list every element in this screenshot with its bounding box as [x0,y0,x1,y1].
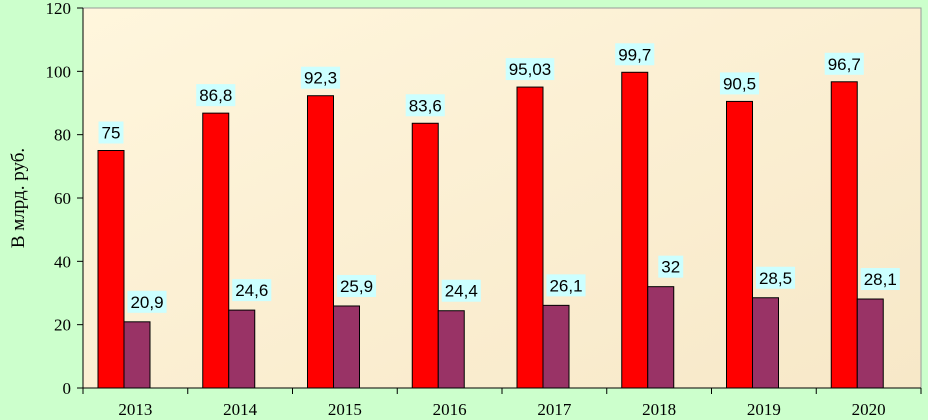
y-tick-label: 120 [46,0,72,18]
data-label-background [127,290,167,313]
data-label-series-2: 24,4 [441,279,481,302]
data-label-background [824,52,864,75]
bar-series-1 [830,81,858,389]
data-label-text: 24,6 [235,281,268,300]
bar-series-2 [856,298,884,389]
data-label-text: 20,9 [130,293,163,312]
data-label-series-1: 95,03 [505,58,555,81]
bar-series-1 [726,100,753,389]
data-label-series-2: 24,6 [232,279,272,302]
data-label-background [300,66,341,89]
data-label-series-1: 96,7 [824,52,864,75]
data-label-background [505,58,555,81]
data-label-text: 75 [102,124,121,143]
bar-series-2 [333,305,360,389]
x-tick-label: 2015 [328,400,362,419]
data-label-text: 92,3 [304,69,337,88]
data-label-background [196,84,236,107]
data-label-series-1: 90,5 [719,72,760,95]
data-label-text: 28,5 [759,269,792,288]
data-label-series-1: 86,8 [196,84,236,107]
y-tick-label: 40 [54,252,71,271]
data-label-background [405,94,445,117]
x-tick-label: 2019 [747,400,781,419]
data-label-background [232,279,272,302]
data-label-background [98,121,124,144]
data-label-text: 90,5 [723,74,756,93]
data-label-text: 32 [661,258,680,277]
x-tick-label: 2017 [537,400,572,419]
bar-series-2 [228,309,256,389]
bar-series-1 [307,95,334,389]
data-label-series-1: 92,3 [300,66,341,89]
data-label-background [615,43,655,66]
data-label-series-2: 26,1 [546,274,586,297]
data-label-series-2: 28,1 [860,268,900,291]
data-label-background [441,279,481,302]
data-label-series-1: 75 [98,121,124,144]
y-tick-label: 20 [54,316,71,335]
bar-series-1 [411,122,439,389]
data-label-text: 26,1 [549,276,582,295]
bar-series-2 [647,286,675,389]
data-label-background [755,266,796,289]
bar-series-2 [123,321,151,389]
data-label-text: 99,7 [618,45,651,64]
x-tick-label: 2014 [223,400,258,419]
data-label-text: 86,8 [199,86,232,105]
data-label-background [336,274,377,297]
data-label-text: 24,4 [445,282,478,301]
data-label-text: 95,03 [509,60,552,79]
data-label-text: 83,6 [409,96,442,115]
bar-series-2 [437,310,465,389]
data-label-series-2: 25,9 [336,274,377,297]
data-label-background [860,268,900,291]
data-label-text: 25,9 [340,277,373,296]
data-label-background [546,274,586,297]
x-tick-label: 2020 [852,400,886,419]
y-tick-label: 60 [54,189,71,208]
data-label-background [658,255,684,278]
bar-series-2 [542,304,570,389]
y-tick-label: 100 [46,62,72,81]
data-label-series-2: 32 [658,255,684,278]
data-label-text: 96,7 [828,55,861,74]
data-label-series-1: 83,6 [405,94,445,117]
y-tick-label: 80 [54,126,71,145]
y-tick-label: 0 [63,379,72,398]
data-label-series-1: 99,7 [615,43,655,66]
x-tick-label: 2018 [642,400,676,419]
bar-series-1 [516,86,544,389]
data-label-text: 28,1 [864,270,897,289]
bar-series-2 [752,297,779,389]
x-tick-label: 2016 [433,400,467,419]
y-axis-label: В млрд. руб. [8,148,29,248]
data-label-series-2: 28,5 [755,266,796,289]
x-tick-label: 2013 [118,400,152,419]
bar-series-1 [97,150,125,389]
bar-series-1 [621,71,649,389]
data-label-background [719,72,760,95]
bar-series-1 [202,112,230,389]
data-label-series-2: 20,9 [127,290,167,313]
